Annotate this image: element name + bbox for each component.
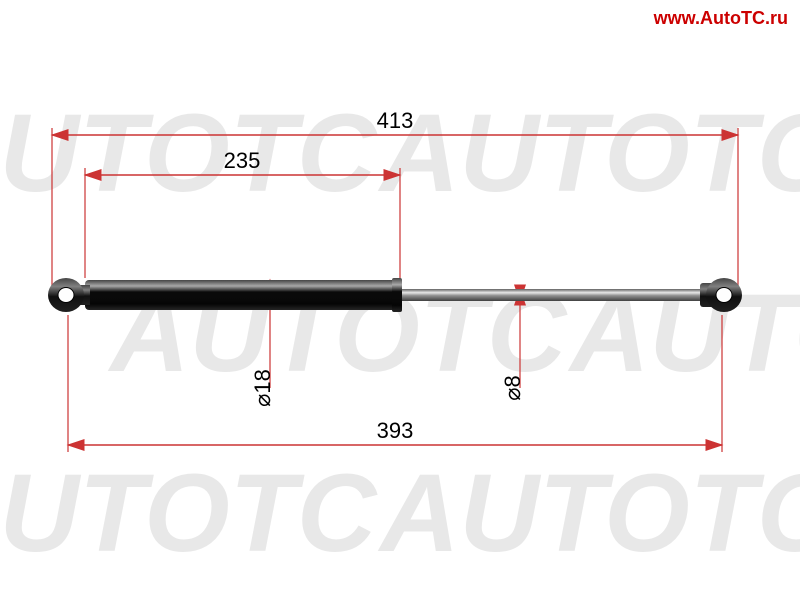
strut-left-eyelet [48,278,84,312]
strut-body-cap [392,278,402,312]
gas-strut [48,278,742,312]
strut-right-eyelet [706,278,742,312]
dim-total-length: 413 [52,108,738,135]
dim-centers: 393 [68,418,722,445]
dim-centers-value: 393 [377,418,414,443]
dim-rod-diameter: ⌀8 [500,289,525,401]
dim-body-value: 235 [224,148,261,173]
dim-total-value: 413 [377,108,414,133]
dim-body-dia-value: ⌀18 [250,369,275,407]
strut-body [85,280,400,310]
dim-rod-dia-value: ⌀8 [500,375,525,400]
technical-diagram: 413 235 393 ⌀18 ⌀8 [0,0,800,600]
dim-body-length: 235 [85,148,400,175]
strut-rod [395,289,705,301]
